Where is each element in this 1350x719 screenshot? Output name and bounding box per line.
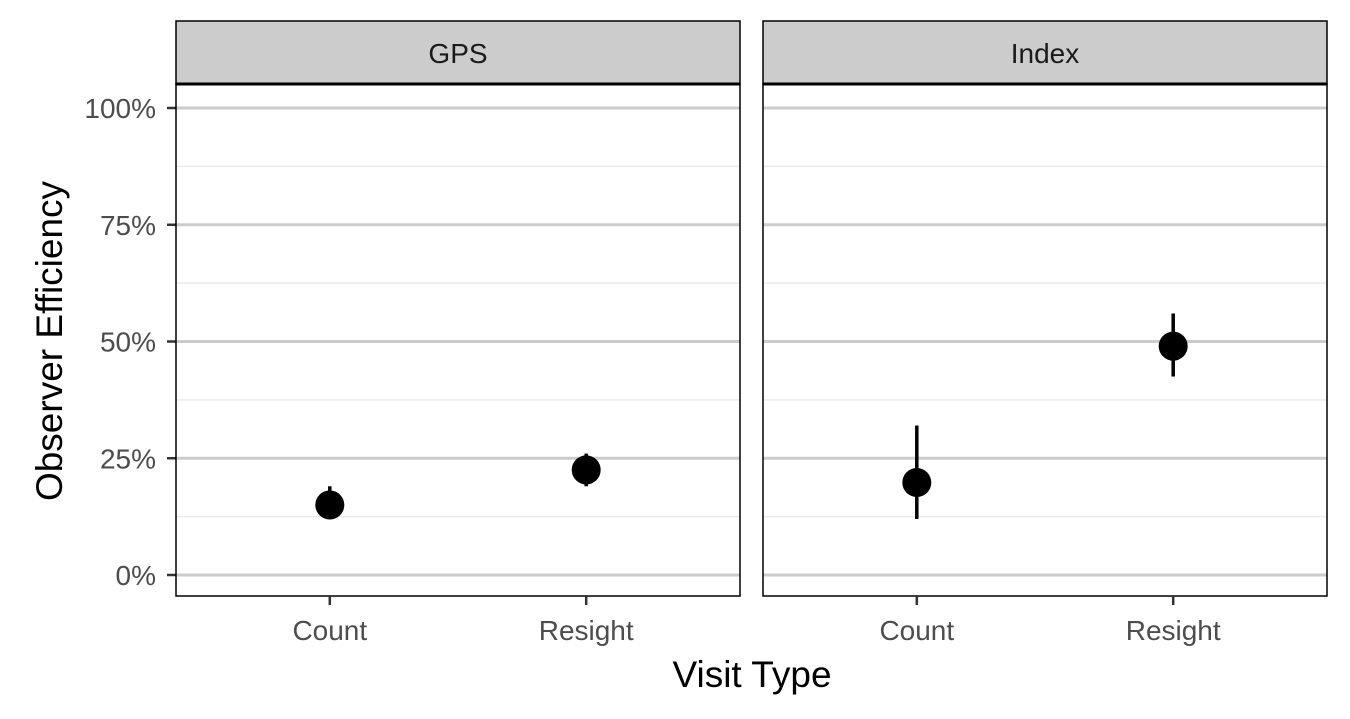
data-point [902,468,932,498]
x-tick-label: Count [879,615,954,646]
facet-strip [175,20,741,85]
facet-panel-gps: GPS Count Resight [175,20,741,646]
facet-strip [762,20,1328,85]
y-tick-label: 50% [100,327,156,358]
y-tick-label: 75% [100,210,156,241]
x-axis-title: Visit Type [672,654,831,695]
panel-border [175,83,741,597]
data-point [571,455,601,485]
facet-panel-index: Index Count Resight [762,20,1328,646]
panel-border [762,83,1328,597]
y-tick-label: 100% [84,93,156,124]
x-tick-label: Count [292,615,367,646]
y-axis-title: Observer Efficiency [29,180,70,501]
y-tick-label: 0% [116,560,156,591]
x-tick-label: Resight [539,615,634,646]
y-tick-label: 25% [100,443,156,474]
data-point [315,490,345,520]
x-tick-label: Resight [1126,615,1221,646]
facet-strip-label: Index [1011,38,1080,69]
facet-strip-label: GPS [428,38,487,69]
data-point [1158,331,1188,361]
